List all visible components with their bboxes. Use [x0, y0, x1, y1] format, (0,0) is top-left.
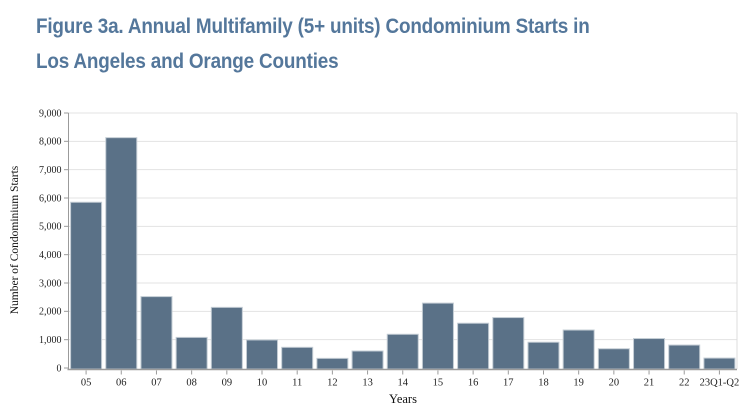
figure-title-line1: Figure 3a. Annual Multifamily (5+ units)… [36, 15, 590, 38]
x-tick-label: 12 [327, 378, 338, 389]
bar-12 [316, 357, 349, 370]
bar-22 [668, 344, 701, 370]
y-axis-title: Number of Condominium Starts [9, 165, 21, 315]
x-tick-label: 16 [468, 378, 479, 389]
x-tick-label: 10 [257, 378, 268, 389]
x-tick-label: 11 [292, 378, 302, 389]
y-tick-label: 8,000 [39, 137, 62, 148]
x-tick-label: 22 [679, 378, 690, 389]
y-tick-label: 7,000 [39, 165, 62, 176]
y-tick-label: 4,000 [39, 250, 62, 261]
x-tick-label: 21 [644, 378, 655, 389]
bar-14 [386, 333, 419, 370]
bar-13 [351, 350, 384, 370]
bar-15 [421, 302, 454, 370]
y-tick-label: 5,000 [39, 222, 62, 233]
x-tick-label: 07 [151, 378, 162, 389]
bar-20 [597, 348, 630, 370]
bar-11 [281, 346, 314, 370]
x-tick-label: 17 [503, 378, 514, 389]
bar-16 [457, 322, 490, 370]
x-tick-label: 14 [398, 378, 409, 389]
x-axis-title: Years [389, 392, 417, 406]
y-tick-label: 3,000 [39, 278, 62, 289]
x-tick-label: 15 [433, 378, 444, 389]
x-tick-label: 13 [362, 378, 373, 389]
y-tick-label: 6,000 [39, 193, 62, 204]
bar-19 [562, 329, 595, 370]
bar-09 [210, 306, 243, 370]
bar-10 [246, 339, 279, 370]
bar-23Q1-Q2 [703, 357, 736, 370]
x-tick-label: 20 [609, 378, 620, 389]
bar-06 [105, 137, 138, 370]
bar-05 [70, 201, 103, 370]
x-tick-label: 19 [573, 378, 584, 389]
bar-21 [633, 338, 666, 370]
x-tick-label: 08 [186, 378, 197, 389]
figure-title: Figure 3a. Annual Multifamily (5+ units)… [36, 9, 720, 79]
bar-18 [527, 341, 560, 370]
x-tick-label: 05 [81, 378, 92, 389]
bar-08 [175, 336, 208, 370]
y-tick-label: 1,000 [39, 335, 62, 346]
y-tick-label: 0 [57, 363, 62, 374]
y-tick-label: 2,000 [39, 307, 62, 318]
x-tick-label: 18 [538, 378, 549, 389]
x-tick-label: 06 [116, 378, 127, 389]
x-tick-label: 09 [222, 378, 233, 389]
bar-17 [492, 317, 525, 370]
x-tick-label: 23Q1-Q2 [700, 378, 740, 389]
y-tick-label: 9,000 [39, 108, 62, 119]
bar-07 [140, 296, 173, 370]
figure-title-line2: Los Angeles and Orange Counties [36, 50, 339, 73]
